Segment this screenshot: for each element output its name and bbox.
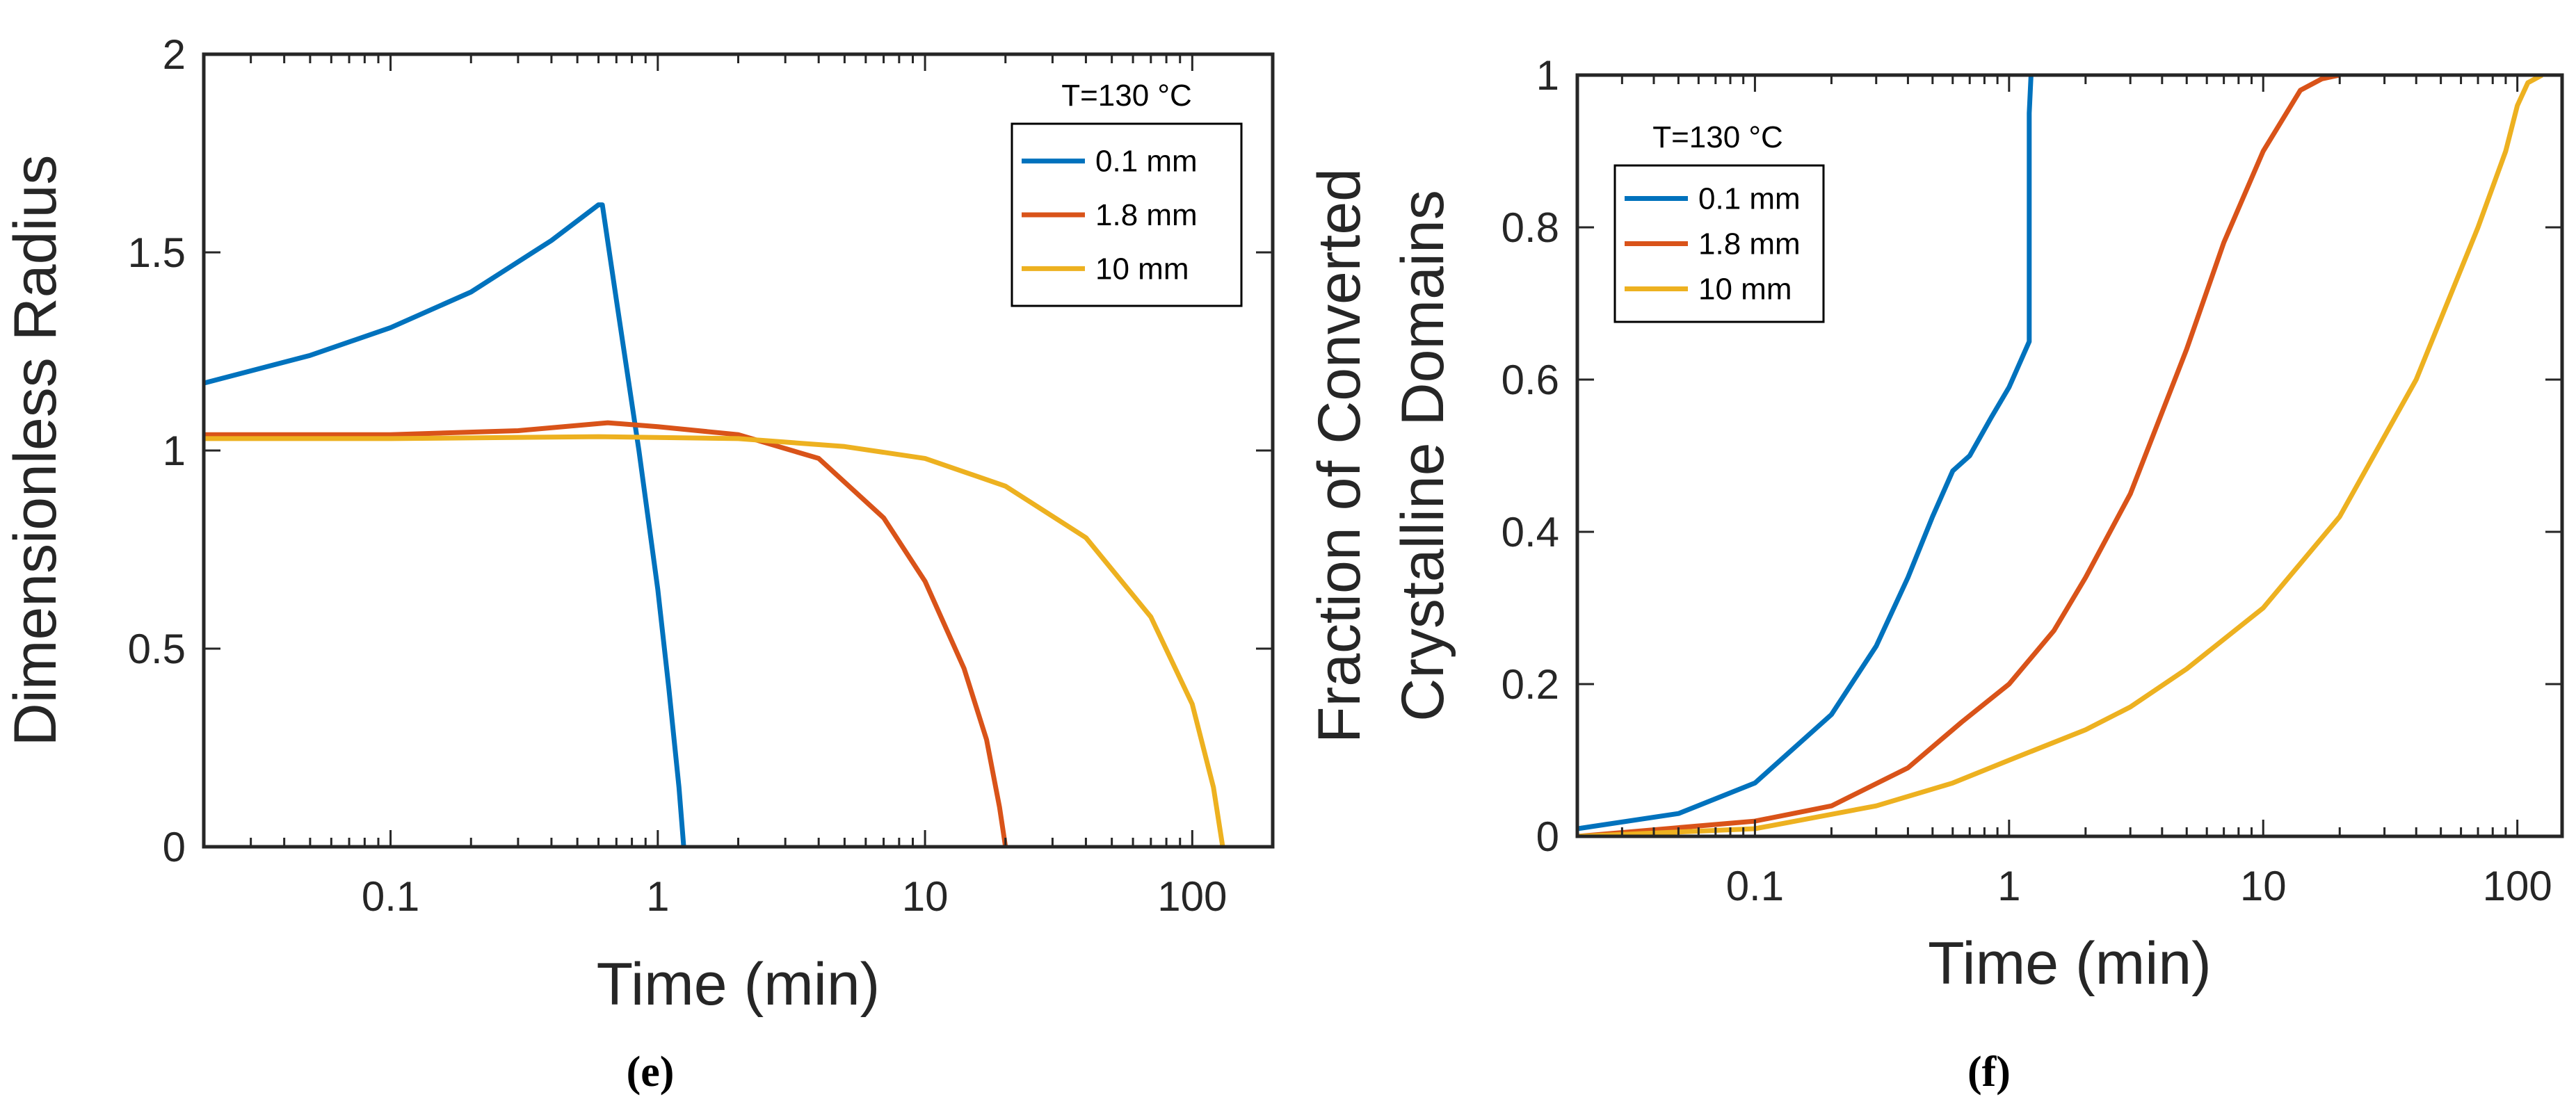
legend-label: 0.1 mm — [1095, 145, 1198, 179]
y-axis-title-e: Dimensionless Radius — [2, 155, 69, 747]
y-tick-label: 0.4 — [1502, 509, 1559, 555]
x-axis-title-e: Time (min) — [597, 951, 880, 1018]
legend-label: 10 mm — [1698, 273, 1792, 307]
series-line-1.8-mm — [1577, 75, 2340, 836]
x-tick-label: 1 — [646, 873, 669, 920]
legend-annotation-f: T=130 °C — [1652, 120, 1783, 154]
legend-f: T=130 °C 0.1 mm 1.8 mm 10 mm — [1613, 120, 1825, 323]
x-tick-label: 100 — [1157, 873, 1227, 920]
x-tick-label: 0.1 — [362, 873, 419, 920]
chart-panel-e: 0.1 1 10 100 0 0.5 1 1.5 2 Time (min) Dimensionl… — [2, 31, 1275, 1096]
x-tick-label: 100 — [2483, 863, 2552, 909]
panel-label-e: (e) — [627, 1048, 675, 1096]
y-tick-label: 0.5 — [128, 626, 186, 672]
plot-lines-f — [1577, 75, 2543, 836]
plot-lines-e — [204, 202, 1225, 847]
legend-label: 1.8 mm — [1095, 198, 1198, 232]
ticks-e — [202, 53, 1274, 848]
y-tick-label: 0.2 — [1502, 661, 1559, 708]
y-tick-label: 2 — [163, 31, 186, 78]
legend-label: 1.8 mm — [1698, 227, 1801, 261]
legend-label: 10 mm — [1095, 252, 1189, 286]
series-line-0.1-mm — [1577, 75, 2034, 831]
y-tick-label: 1 — [163, 428, 186, 474]
y-tick-label: 0 — [1536, 813, 1559, 860]
axes-box-f — [1575, 73, 2564, 838]
y-axis-title-line1-f: Fraction of Converted — [1306, 168, 1373, 743]
legend-annotation-e: T=130 °C — [1061, 79, 1192, 113]
chart-panel-f: 0.1 1 10 100 0 0.2 0.4 0.6 0.8 1 Time (min) Fract… — [1306, 52, 2564, 1096]
x-tick-label: 0.1 — [1726, 863, 1784, 909]
legend-label: 0.1 mm — [1698, 182, 1801, 216]
x-tick-label: 10 — [2240, 863, 2287, 909]
series-line-10-mm — [204, 434, 1225, 847]
y-tick-label: 0 — [163, 824, 186, 870]
tick-labels-f: 0.1 1 10 100 0 0.2 0.4 0.6 0.8 1 — [1502, 52, 2552, 909]
ticks-f — [1576, 74, 2562, 838]
x-tick-label: 10 — [902, 873, 949, 920]
y-tick-label: 0.6 — [1502, 357, 1559, 403]
tick-labels-e: 0.1 1 10 100 0 0.5 1 1.5 2 — [128, 31, 1227, 920]
y-axis-title-line2-f: Crystalline Domains — [1390, 190, 1456, 722]
x-tick-label: 1 — [1997, 863, 2020, 909]
panel-label-f: (f) — [1967, 1048, 2011, 1096]
series-line-0.1-mm — [204, 202, 686, 847]
y-tick-label: 1 — [1536, 52, 1559, 99]
y-tick-label: 0.8 — [1502, 204, 1559, 251]
x-axis-title-f: Time (min) — [1928, 930, 2212, 997]
series-line-10-mm — [1577, 75, 2543, 836]
y-tick-label: 1.5 — [128, 229, 186, 276]
series-line-1.8-mm — [204, 420, 1008, 847]
legend-e: T=130 °C 0.1 mm 1.8 mm 10 mm — [1011, 79, 1243, 307]
